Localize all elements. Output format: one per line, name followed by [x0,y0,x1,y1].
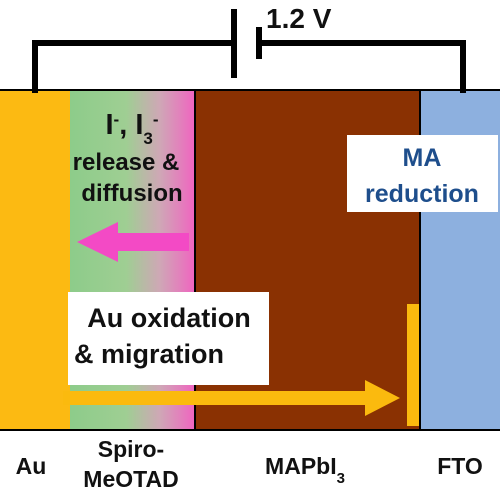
voltage-label: 1.2 V [266,3,332,34]
au-oxidation-line1: Au oxidation [87,303,251,333]
battery-symbol-icon [234,9,259,78]
spiro-meotad-label-line2: MeOTAD [83,466,178,492]
au-oxidation-line2: & migration [74,339,224,369]
release-label: release & [73,149,180,176]
ma-reduction-line2: reduction [365,180,479,208]
fto-layer-label: FTO [437,453,483,479]
au-electrode [0,90,70,430]
gold-filament [407,304,419,426]
diffusion-label: diffusion [81,180,182,207]
au-layer-label: Au [16,453,47,479]
spiro-meotad-label-line1: Spiro- [98,436,164,462]
mapbi3-layer-label: MAPbI3 [265,453,345,487]
ma-reduction-line1: MA [403,144,442,172]
external-circuit-wire [35,43,463,90]
